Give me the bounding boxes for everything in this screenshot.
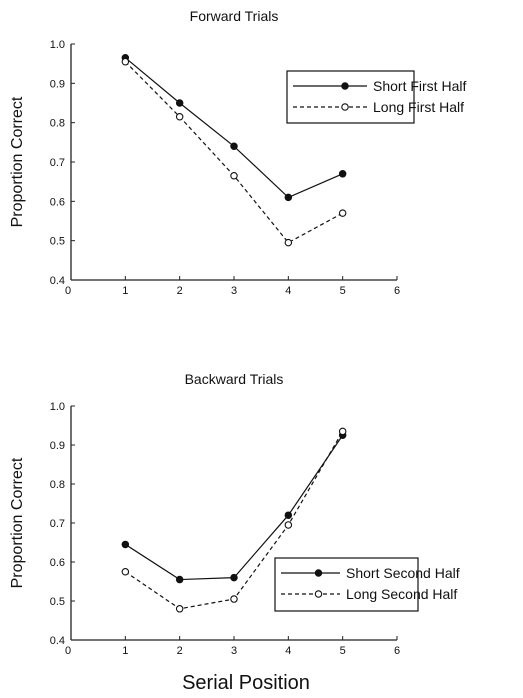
legend-box xyxy=(286,70,415,124)
y-tick-label: 0.4 xyxy=(50,275,65,287)
legend-label: Long Second Half xyxy=(346,586,457,602)
y-axis-label: Proportion Correct xyxy=(9,457,26,588)
data-point xyxy=(175,99,184,107)
data-point xyxy=(284,238,293,247)
data-point xyxy=(121,540,130,549)
y-tick-label: 0.9 xyxy=(50,440,65,452)
x-axis-label: Serial Position xyxy=(182,672,310,694)
data-point xyxy=(338,427,347,436)
x-tick-label: 3 xyxy=(231,645,237,657)
data-point xyxy=(338,170,347,178)
x-tick-label: 3 xyxy=(231,285,237,297)
y-tick-label: 0.6 xyxy=(50,196,65,208)
data-point xyxy=(230,595,238,603)
x-tick-label: 2 xyxy=(177,285,183,297)
legend-label: Short First Half xyxy=(373,78,466,94)
data-point xyxy=(121,57,130,66)
y-tick-label: 0.7 xyxy=(50,518,65,530)
data-point xyxy=(175,605,184,613)
legend-box xyxy=(274,557,419,612)
data-point xyxy=(121,567,130,576)
legend-marker xyxy=(341,82,349,90)
x-tick-label: 0 xyxy=(65,285,71,297)
legend-label: Long First Half xyxy=(373,99,464,115)
data-point xyxy=(338,209,347,217)
data-point xyxy=(230,172,238,180)
x-tick-label: 6 xyxy=(394,645,400,657)
legend-marker xyxy=(341,103,349,111)
data-point xyxy=(284,193,293,202)
legend-marker xyxy=(314,569,323,577)
x-tick-label: 6 xyxy=(394,285,400,297)
y-tick-label: 0.7 xyxy=(50,157,65,169)
y-tick-label: 0.9 xyxy=(50,78,65,90)
y-tick-label: 0.4 xyxy=(50,635,65,647)
y-axis-label: Proportion Correct xyxy=(9,96,26,227)
y-tick-label: 1.0 xyxy=(50,401,65,413)
data-point xyxy=(175,113,184,121)
x-tick-label: 5 xyxy=(340,285,346,297)
x-tick-label: 1 xyxy=(122,285,128,297)
chart-title: Backward Trials xyxy=(185,371,284,387)
y-tick-label: 0.6 xyxy=(50,557,65,569)
data-point xyxy=(284,521,293,529)
chart-1: Forward Trials Proportion Correct 0 1 2 3 4 5 6 0… xyxy=(9,8,466,297)
data-point xyxy=(175,575,184,584)
data-point xyxy=(284,511,293,519)
chart-2: Backward Trials Proportion Correct 0 1 2 3 4 5 6… xyxy=(9,371,460,657)
legend-marker xyxy=(314,590,323,598)
legend-label: Short Second Half xyxy=(346,565,460,581)
x-tick-label: 1 xyxy=(122,645,128,657)
x-tick-label: 4 xyxy=(285,285,291,297)
x-tick-label: 0 xyxy=(65,645,71,657)
data-point xyxy=(230,142,238,151)
y-tick-label: 0.5 xyxy=(50,236,65,248)
chart-title: Forward Trials xyxy=(190,8,279,24)
legend: Short First Half Long First Half xyxy=(286,70,466,124)
y-tick-label: 0.8 xyxy=(50,479,65,491)
x-tick-label: 5 xyxy=(340,645,346,657)
data-point xyxy=(230,573,238,582)
x-tick-label: 2 xyxy=(177,645,183,657)
y-tick-label: 0.8 xyxy=(50,118,65,130)
y-tick-label: 0.5 xyxy=(50,596,65,608)
legend: Short Second Half Long Second Half xyxy=(274,557,460,612)
x-tick-label: 4 xyxy=(285,645,291,657)
y-tick-label: 1.0 xyxy=(50,39,65,51)
